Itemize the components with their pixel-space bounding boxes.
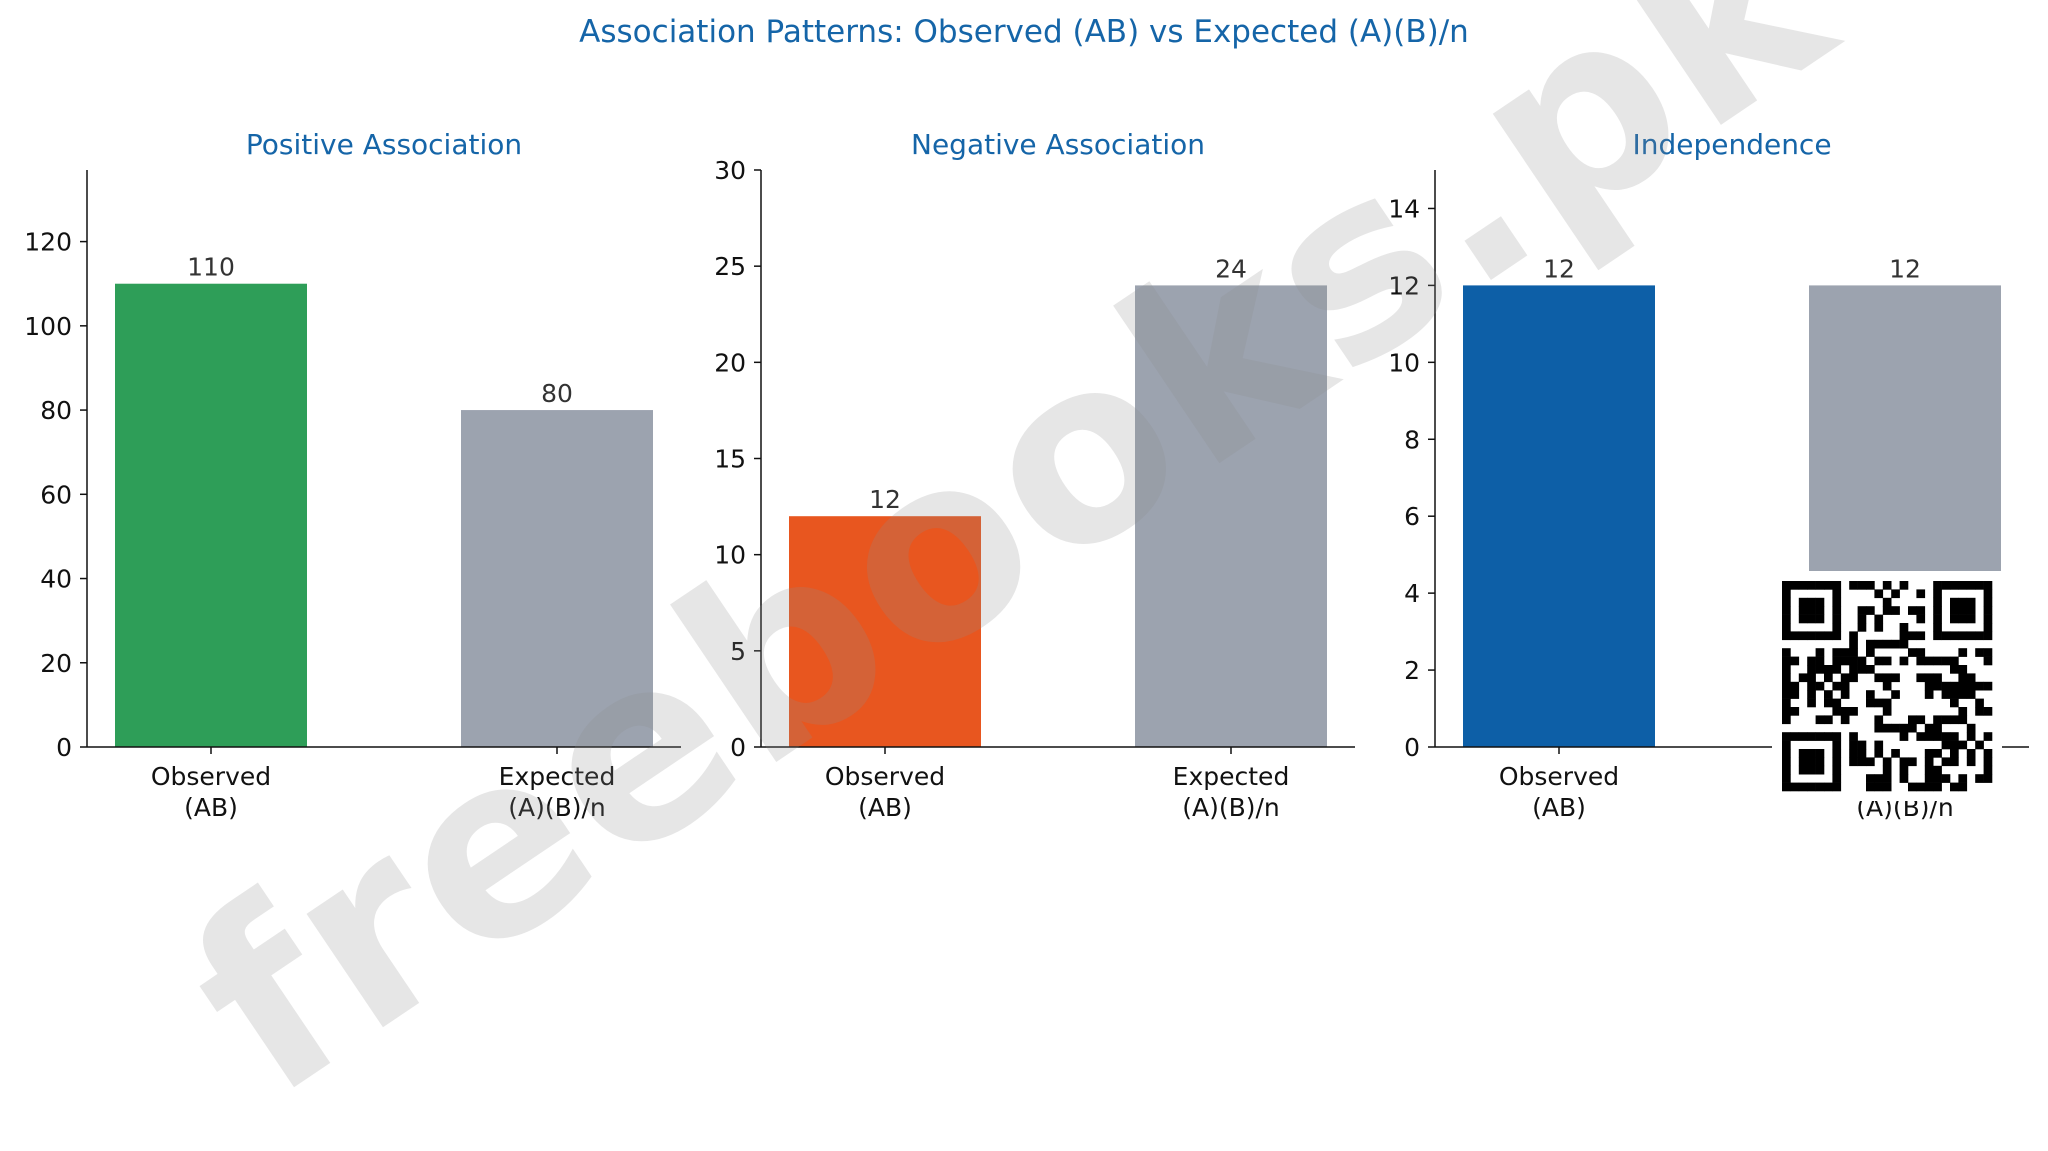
y-tick-label: 80 <box>40 396 72 425</box>
y-tick-label: 2 <box>1404 656 1420 685</box>
x-tick-label: Observed (AB) <box>151 762 271 822</box>
y-tick-label: 10 <box>714 541 746 570</box>
value-label: 80 <box>541 379 573 408</box>
y-tick-label: 20 <box>714 348 746 377</box>
panel-2: Negative Association 12 Observed (AB) 24 Expe… <box>714 128 1355 822</box>
value-label: 24 <box>1215 254 1247 283</box>
value-label: 12 <box>1543 254 1575 283</box>
x-tick-label: Expected(A)(B)/n <box>499 762 616 822</box>
y-tick-label: 5 <box>730 637 746 666</box>
qr-code-icon <box>1772 571 2002 801</box>
panel-title: Negative Association <box>911 128 1205 161</box>
y-tick-label: 6 <box>1404 502 1420 531</box>
y-tick-label: 25 <box>714 252 746 281</box>
bar-1 <box>789 516 981 747</box>
value-label: 12 <box>1889 254 1921 283</box>
y-tick-label: 120 <box>24 228 72 257</box>
y-tick-label: 10 <box>1388 348 1420 377</box>
panel-1: Positive Association 110 Observed (AB) 80 Exp… <box>24 128 681 822</box>
figure: Association Patterns: Observed (AB) vs E… <box>24 14 2029 822</box>
y-tick-label: 4 <box>1404 579 1420 608</box>
bar-2 <box>461 410 653 747</box>
y-tick-label: 15 <box>714 445 746 474</box>
y-tick-label: 30 <box>714 156 746 185</box>
panel-title: Positive Association <box>246 128 522 161</box>
y-tick-label: 0 <box>56 733 72 762</box>
y-tick-label: 40 <box>40 565 72 594</box>
y-tick-label: 0 <box>730 733 746 762</box>
bar-1 <box>115 283 307 747</box>
x-tick-label: Observed (AB) <box>1499 762 1619 822</box>
panel-title: Independence <box>1632 128 1831 161</box>
y-tick-label: 8 <box>1404 425 1420 454</box>
x-tick-label: Observed (AB) <box>825 762 945 822</box>
bar-1 <box>1463 285 1655 747</box>
chart-title: Association Patterns: Observed (AB) vs E… <box>579 14 1469 50</box>
y-tick-label: 14 <box>1388 194 1420 223</box>
x-tick-label: Expected(A)(B)/n <box>1173 762 1290 822</box>
y-tick-label: 100 <box>24 312 72 341</box>
y-tick-label: 12 <box>1388 271 1420 300</box>
bar-2 <box>1135 285 1327 747</box>
y-tick-label: 60 <box>40 480 72 509</box>
value-label: 110 <box>187 253 235 282</box>
y-tick-label: 20 <box>40 649 72 678</box>
y-tick-label: 0 <box>1404 733 1420 762</box>
value-label: 12 <box>869 485 901 514</box>
